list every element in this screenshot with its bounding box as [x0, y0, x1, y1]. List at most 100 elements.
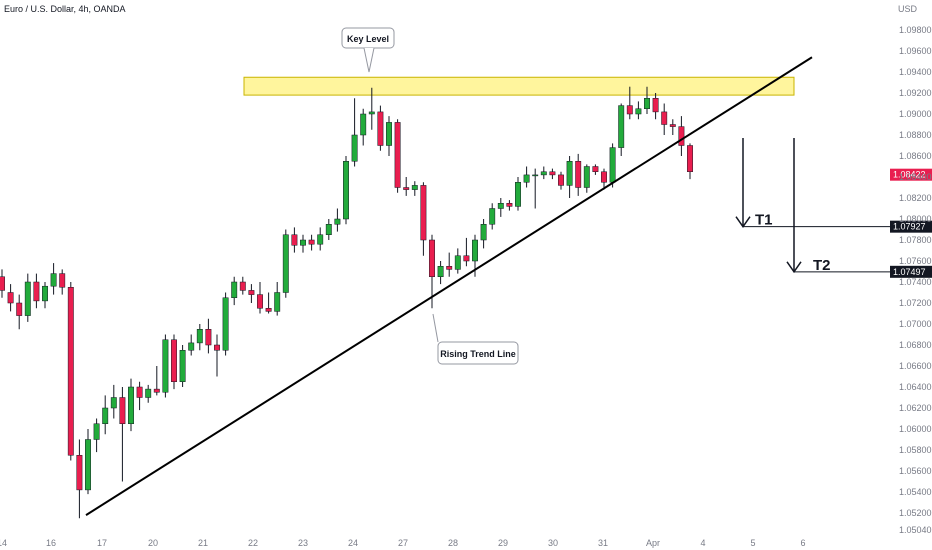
candle-body-up	[300, 239, 306, 246]
candle	[300, 234, 306, 253]
candle-body-up	[635, 108, 642, 115]
current-price-tag	[890, 168, 932, 181]
candle-body-down	[16, 302, 23, 316]
candle-body-down	[214, 344, 220, 351]
candle-body-up	[532, 174, 539, 177]
candle	[532, 168, 539, 209]
candle-body-up	[454, 255, 461, 270]
candle	[308, 234, 315, 251]
candle-body-up	[351, 134, 358, 162]
candle	[325, 219, 332, 240]
key-level-zone-rect	[243, 76, 795, 96]
trend-callout-box	[437, 341, 519, 365]
candle-body-up	[196, 329, 203, 344]
candle-body-up	[222, 297, 229, 351]
candle-body-up	[188, 342, 195, 351]
candle	[257, 282, 263, 314]
candle-body-down	[687, 145, 693, 172]
price-tick-label: 1.06600	[899, 361, 932, 371]
candle-body-up	[334, 218, 341, 225]
candle	[583, 164, 590, 193]
candle-body-up	[644, 98, 650, 109]
candle	[145, 384, 152, 403]
candle-body-up	[317, 234, 324, 245]
price-tick-label: 1.05800	[899, 445, 932, 455]
candle	[394, 119, 401, 193]
time-tick-label: 5	[750, 538, 755, 548]
candle	[274, 282, 281, 316]
time-tick-label: 21	[198, 538, 208, 548]
candle	[687, 143, 693, 180]
candle	[196, 324, 203, 351]
time-tick-label: 30	[548, 538, 558, 548]
candle-body-down	[119, 397, 126, 424]
candle	[343, 156, 349, 225]
time-tick-label: 20	[148, 538, 158, 548]
candle	[231, 276, 238, 306]
candle-body-up	[145, 388, 152, 398]
candle	[110, 384, 117, 419]
candle-body-down	[67, 287, 74, 456]
candle	[128, 378, 134, 432]
candle-body-up	[515, 182, 521, 207]
time-tick-label: 22	[248, 538, 258, 548]
key-level-zone	[243, 76, 795, 96]
candle-body-up	[282, 234, 289, 293]
price-axis[interactable]: 1.09800 1.09600 1.09400 1.09200 1.09000 1.088…	[899, 25, 932, 535]
time-tick-label: 14	[0, 538, 7, 548]
candle	[59, 269, 66, 295]
candle	[601, 168, 607, 190]
candle-body-down	[652, 98, 659, 113]
rising-trend-line[interactable]	[85, 56, 813, 516]
candle-body-up	[24, 281, 31, 316]
candle	[67, 282, 74, 461]
candle	[515, 177, 521, 211]
time-tick-label: 28	[448, 538, 458, 548]
candle-body-up	[231, 281, 238, 298]
candle	[119, 387, 126, 482]
candle-body-up	[110, 397, 117, 409]
candle-body-up	[93, 423, 100, 440]
time-tick-label: 16	[46, 538, 56, 548]
candle	[626, 86, 633, 120]
candle-body-up	[618, 105, 625, 148]
candle-body-down	[626, 105, 633, 115]
target-label: T2	[813, 257, 831, 274]
candle	[214, 334, 220, 377]
candle-body-down	[575, 161, 582, 188]
candle-body-down	[394, 122, 401, 188]
candle-body-up	[480, 224, 487, 241]
candle	[549, 168, 556, 180]
time-axis[interactable]: 14 16 17 20 21 22 23 24 27 28 29 30 31 Apr 4 5 6	[0, 538, 806, 548]
candle-body-down	[661, 111, 668, 125]
current-price-tag-label: 1.08422	[893, 170, 926, 180]
candle	[102, 395, 109, 435]
candle	[317, 227, 324, 251]
candle	[661, 103, 668, 135]
candle	[523, 166, 530, 188]
target-price-tag-label: 1.07927	[893, 222, 926, 232]
target-price-tag-label: 1.07497	[893, 267, 926, 277]
time-tick-label: 6	[800, 538, 805, 548]
candle	[85, 429, 91, 495]
price-tick-label: 1.05040	[899, 525, 932, 535]
candle	[678, 116, 685, 156]
candle	[222, 292, 229, 356]
key-level-callout: Key Level	[341, 27, 395, 73]
candle	[566, 156, 573, 198]
candle	[265, 292, 272, 314]
price-tick-label: 1.08800	[899, 130, 932, 140]
price-tick-label: 1.07200	[899, 298, 932, 308]
candle-body-down	[257, 294, 263, 309]
candle-body-down	[7, 292, 14, 304]
candle-body-down	[549, 171, 556, 176]
candle	[592, 164, 599, 175]
candle	[480, 219, 487, 249]
candle-body-down	[205, 329, 212, 346]
candle	[652, 93, 659, 120]
candle	[33, 273, 40, 309]
candle-body-up	[497, 203, 504, 209]
candle-body-up	[179, 350, 186, 382]
candle	[403, 177, 410, 196]
